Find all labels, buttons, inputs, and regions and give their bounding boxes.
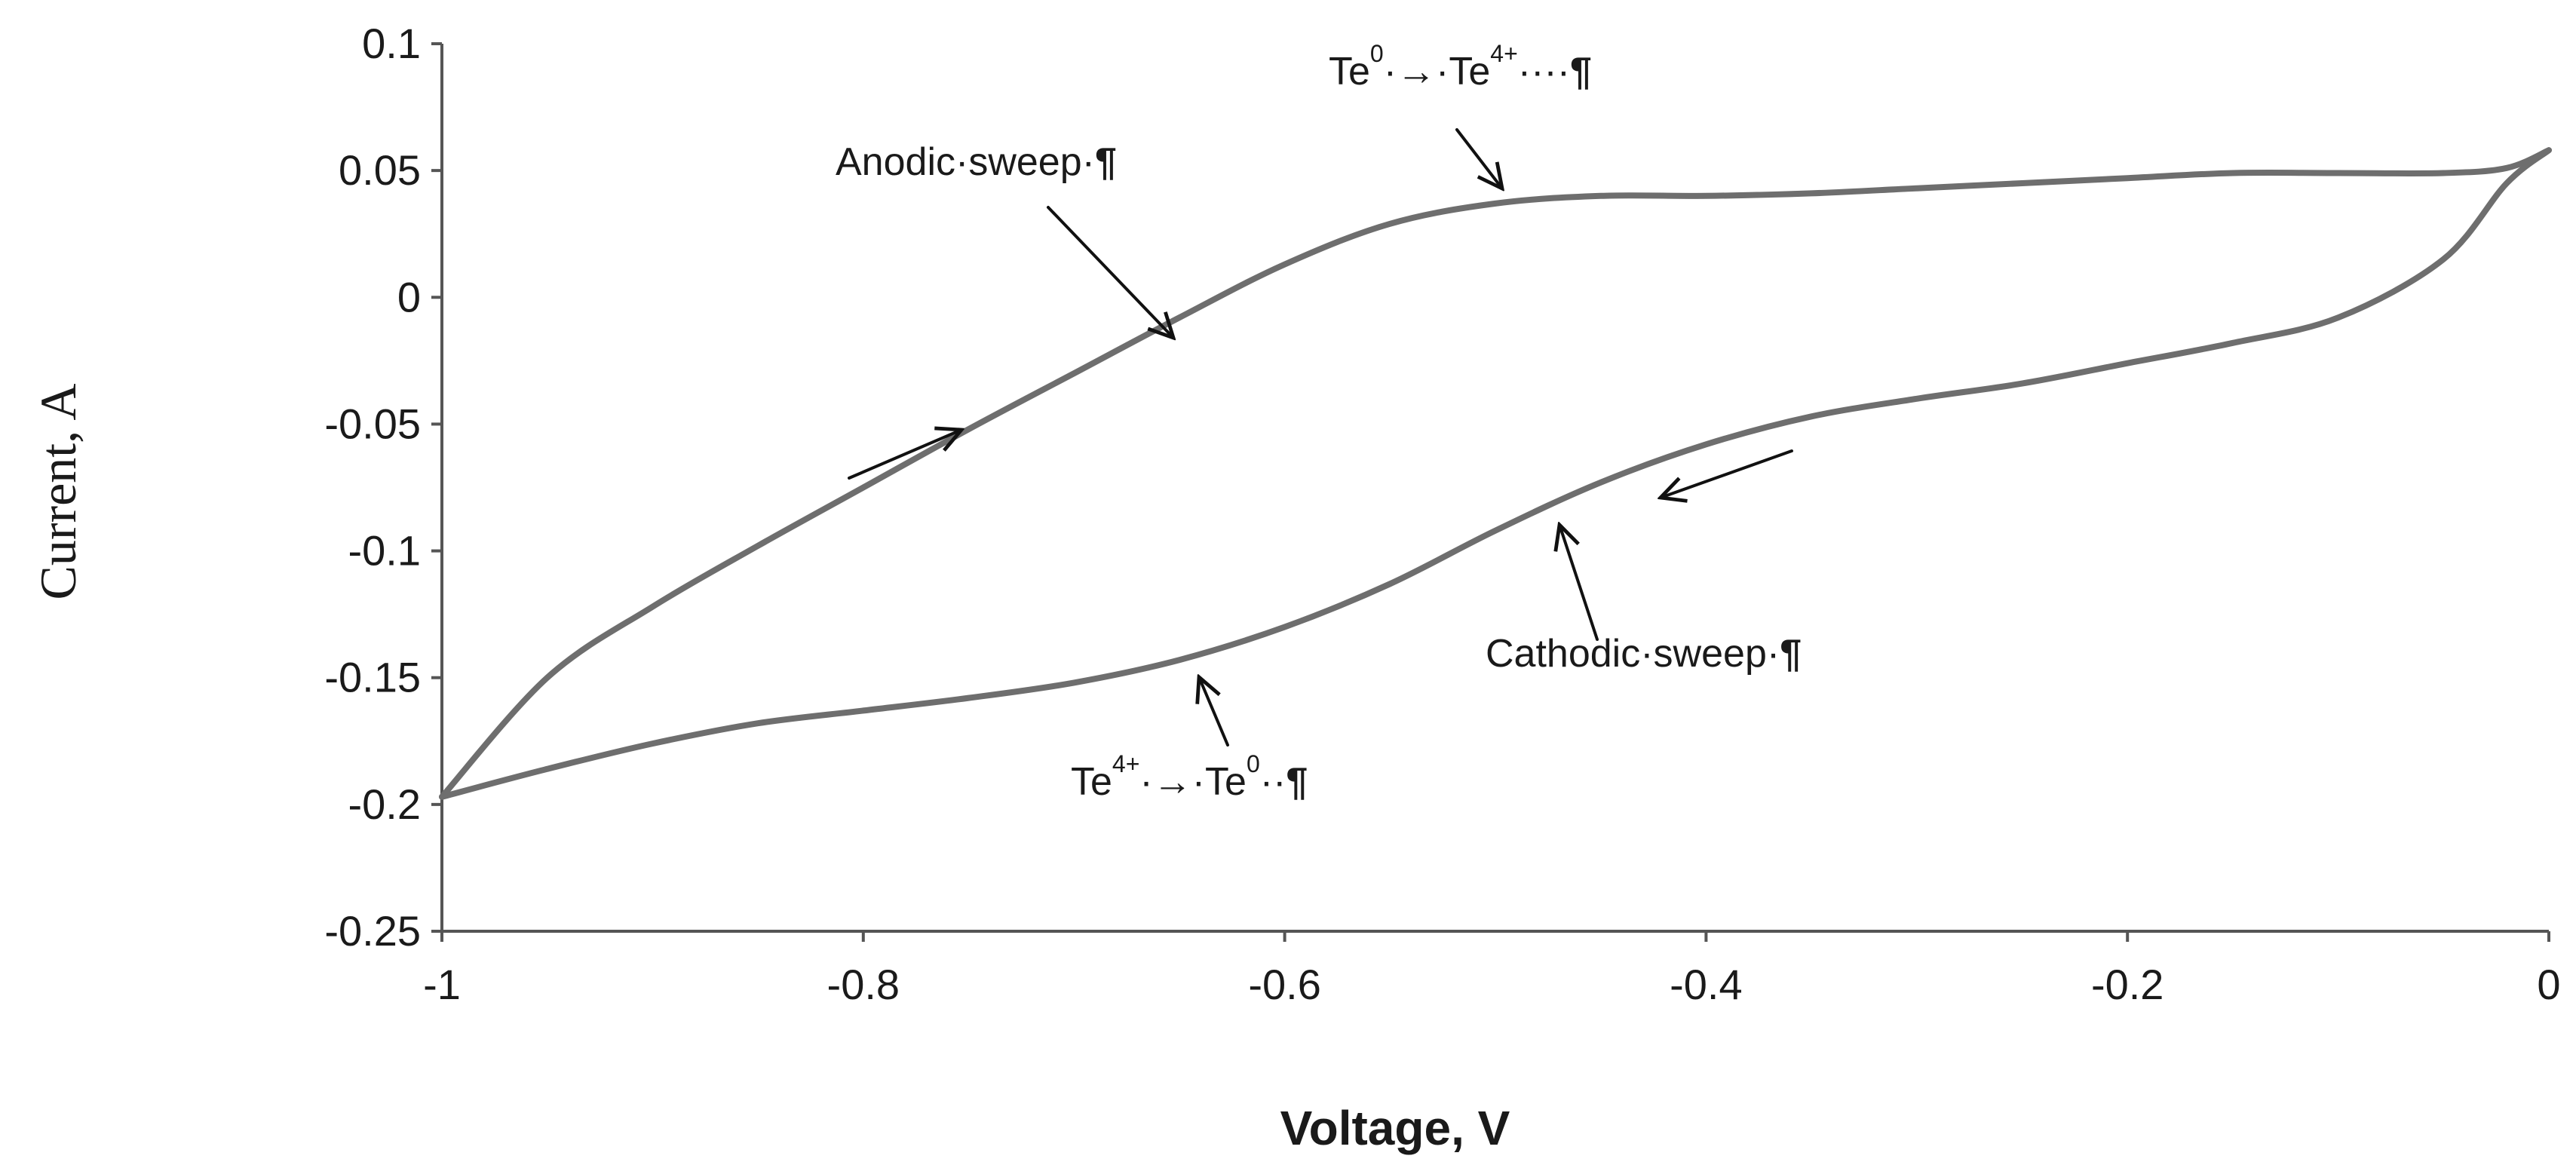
anodic-sweep-pointer bbox=[1047, 206, 1173, 338]
reduction-pointer bbox=[1199, 677, 1229, 747]
annotation-reduction: Te4+·→·Te0··¶ bbox=[1071, 677, 1308, 804]
annotation-oxidation: Te0·→·Te4+····¶ bbox=[1329, 40, 1592, 189]
cathodic-sweep-pointer bbox=[1559, 525, 1599, 641]
svg-text:Anodic·sweep·¶: Anodic·sweep·¶ bbox=[836, 140, 1117, 184]
reduction-arrow: ·→·Te bbox=[1139, 760, 1247, 804]
oxidation-charge-1: 0 bbox=[1370, 40, 1384, 67]
y-tick-label: -0.25 bbox=[324, 907, 421, 955]
oxidation-te: Te bbox=[1329, 50, 1370, 94]
y-tick-label: -0.1 bbox=[348, 527, 422, 575]
annotation-cathodic-sweep: Cathodic·sweep·¶ bbox=[1486, 525, 1802, 676]
cathodic-sweep-text: Cathodic·sweep· bbox=[1486, 632, 1780, 676]
y-tick-label: -0.05 bbox=[324, 400, 421, 447]
anodic-sweep-mark: ¶ bbox=[1095, 140, 1117, 184]
reverse-direction-arrow bbox=[1661, 449, 1793, 498]
x-tick-label: 0 bbox=[2537, 961, 2560, 1008]
oxidation-pointer bbox=[1455, 128, 1502, 189]
reduction-te: Te bbox=[1071, 760, 1112, 804]
y-axis-ticks: 0.1 0.05 0 -0.05 -0.1 -0.15 -0.2 -0.25 bbox=[324, 20, 442, 955]
oxidation-mark: ¶ bbox=[1570, 50, 1592, 94]
y-tick-label: 0 bbox=[397, 273, 421, 320]
y-tick-label: -0.2 bbox=[348, 780, 422, 828]
y-axis-label: Current, A bbox=[29, 383, 87, 599]
svg-text:Te4+·→·Te0··¶: Te4+·→·Te0··¶ bbox=[1071, 750, 1308, 804]
svg-text:Te0·→·Te4+····¶: Te0·→·Te4+····¶ bbox=[1329, 40, 1592, 94]
x-tick-label: -0.4 bbox=[1670, 961, 1743, 1008]
x-axis-ticks: -1 -0.8 -0.6 -0.4 -0.2 0 bbox=[423, 931, 2561, 1008]
cathodic-branch-line bbox=[439, 147, 2552, 800]
x-tick-label: -1 bbox=[423, 961, 461, 1008]
y-tick-label: -0.15 bbox=[324, 654, 421, 701]
forward-direction-arrow bbox=[848, 430, 961, 480]
reduction-tail: ·· bbox=[1260, 760, 1286, 804]
anodic-sweep-text: Anodic·sweep· bbox=[836, 140, 1095, 184]
oxidation-tail: ···· bbox=[1518, 50, 1570, 94]
cathodic-sweep-mark: ¶ bbox=[1780, 632, 1802, 676]
reduction-mark: ¶ bbox=[1286, 760, 1308, 804]
y-tick-label: 0.1 bbox=[362, 20, 421, 67]
annotation-anodic-sweep: Anodic·sweep·¶ bbox=[836, 140, 1173, 338]
x-axis-label: Voltage, V bbox=[1280, 1101, 1510, 1155]
x-tick-label: -0.8 bbox=[827, 961, 900, 1008]
oxidation-arrow: ·→·Te bbox=[1384, 50, 1491, 94]
x-tick-label: -0.6 bbox=[1248, 961, 1321, 1008]
svg-text:Cathodic·sweep·¶: Cathodic·sweep·¶ bbox=[1486, 632, 1802, 676]
x-tick-label: -0.2 bbox=[2091, 961, 2164, 1008]
anodic-branch-line bbox=[439, 147, 2552, 800]
reduction-charge-1: 4+ bbox=[1112, 750, 1139, 777]
y-tick-label: 0.05 bbox=[339, 146, 421, 194]
reduction-charge-2: 0 bbox=[1247, 750, 1260, 777]
series-layer bbox=[439, 147, 2552, 800]
oxidation-charge-2: 4+ bbox=[1490, 40, 1517, 67]
